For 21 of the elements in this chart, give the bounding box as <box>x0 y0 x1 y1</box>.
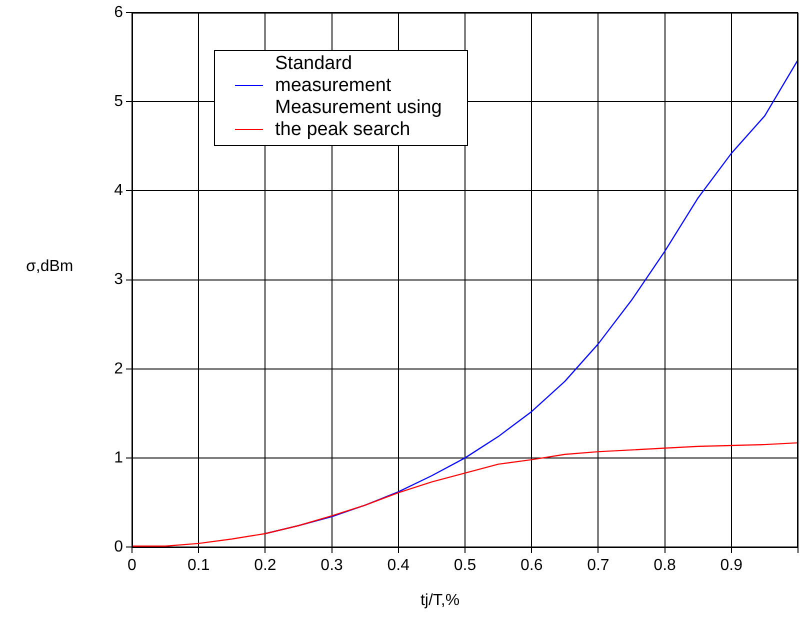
x-tick-label: 0.8 <box>654 557 676 574</box>
legend-label: Standard measurement <box>275 53 392 97</box>
y-tick-label: 5 <box>114 93 124 110</box>
y-tick-label: 6 <box>114 4 124 22</box>
y-tick-label: 2 <box>114 360 124 378</box>
y-tick-label: 4 <box>114 182 124 200</box>
x-tick-label: 0.4 <box>387 557 410 574</box>
x-tick-label: 0.6 <box>520 557 543 574</box>
x-tick-label: 0.9 <box>720 557 743 574</box>
x-tick-label: 0.5 <box>454 557 476 574</box>
x-tick-label: 0.3 <box>320 557 344 574</box>
y-tick-label: 3 <box>114 271 124 288</box>
x-axis-title: tj/T,% <box>420 592 460 610</box>
x-tick-label: 0 <box>128 557 137 574</box>
y-tick-label: 0 <box>114 538 124 556</box>
x-tick-label: 0.2 <box>254 557 276 574</box>
x-tick-label: 0.1 <box>187 557 210 574</box>
x-tick-label: 0.7 <box>587 557 610 574</box>
legend-label: Measurement using the peak search <box>275 97 443 141</box>
y-tick-label: 1 <box>114 449 124 466</box>
y-axis-title: σ,dBm <box>26 258 74 276</box>
